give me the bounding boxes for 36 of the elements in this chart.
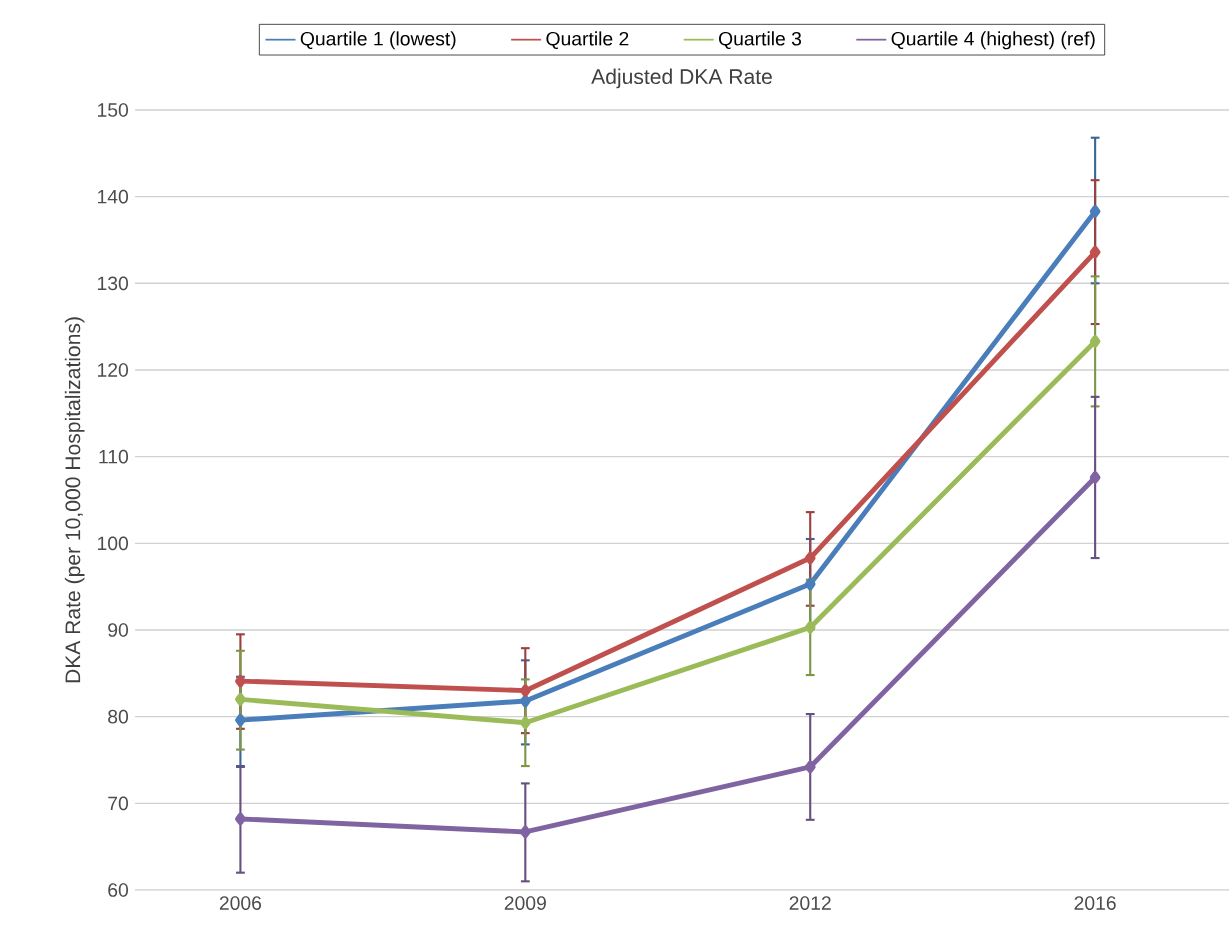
point [804,577,816,591]
y-axis-title: DKA Rate (per 10,000 Hospitalizations) [64,317,85,683]
x-tick-label: 2006 [219,896,262,910]
point [804,621,816,634]
point [1089,335,1101,348]
x-tick-label: 2009 [504,896,546,910]
y-tick-label: 130 [98,276,129,291]
y-tick-label: 150 [98,103,129,117]
y-tick-label: 60 [108,883,129,897]
point [235,713,246,727]
legend-label: Quartile 2 [546,31,629,49]
point [235,693,246,706]
point [519,694,531,708]
point [1089,205,1101,218]
y-tick-label: 70 [108,796,129,811]
point [804,551,816,565]
point [235,674,246,688]
y-tick-label: 80 [108,709,129,724]
y-tick-label: 110 [99,449,129,464]
point [1089,471,1101,484]
chart-title: Adjusted DKA Rate [591,68,772,89]
legend-label: Quartile 3 [719,31,802,49]
legend-label: Quartile 1 (lowest) [300,31,456,50]
point [519,684,531,697]
point [519,825,531,839]
point [1089,245,1101,259]
point [235,812,246,826]
y-tick-label: 120 [98,363,129,377]
x-tick-label: 2016 [1074,896,1116,910]
point [804,760,816,774]
legend-label: Quartile 4 (highest) (ref) [891,31,1095,50]
point [519,716,531,730]
y-tick-label: 100 [98,536,129,551]
y-tick-label: 90 [108,623,129,637]
x-tick-label: 2012 [789,896,831,910]
y-tick-label: 140 [98,189,129,204]
